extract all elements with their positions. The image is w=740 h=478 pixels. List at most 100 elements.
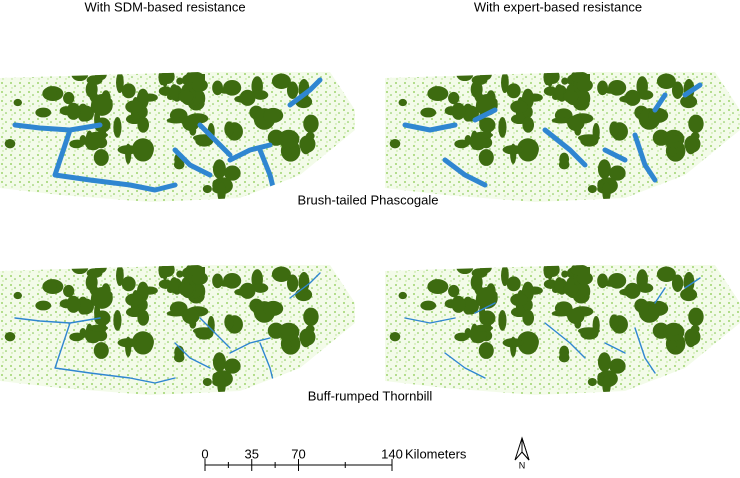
- habitat-patch: [303, 307, 319, 327]
- habitat-patch: [239, 282, 256, 299]
- map-panels: [0, 72, 740, 395]
- habitat-patch: [218, 280, 232, 287]
- corridor: [402, 82, 703, 188]
- habitat-patch: [182, 308, 200, 324]
- habitat-patch: [451, 102, 466, 120]
- habitat-patch: [86, 268, 103, 278]
- habitat-patch: [656, 266, 676, 283]
- row-label: Brush-tailed Phascogale: [298, 192, 439, 207]
- habitat-patch: [117, 338, 139, 348]
- habitat-patch: [252, 90, 269, 100]
- habitat-patch: [502, 338, 524, 348]
- map-panel: [0, 72, 355, 202]
- habitat-patch: [567, 115, 585, 131]
- habitat-patch: [603, 280, 617, 287]
- habitat-patch: [478, 149, 494, 166]
- habitat-patch: [624, 282, 641, 299]
- habitat-patch: [271, 73, 291, 90]
- habitat-patch: [305, 325, 315, 333]
- habitat-patch: [66, 102, 81, 120]
- habitat-patch: [462, 298, 479, 315]
- habitat-patch: [178, 90, 194, 103]
- north-arrow: N: [514, 436, 530, 470]
- habitat-patch: [667, 147, 677, 157]
- habitat-patch: [132, 331, 154, 353]
- habitat-patch: [282, 340, 292, 350]
- habitat-patch: [561, 270, 569, 278]
- habitat-patch: [63, 91, 75, 105]
- north-label: N: [519, 460, 526, 470]
- habitat-patch: [166, 310, 186, 317]
- habitat-patch: [280, 134, 297, 143]
- habitat-patch: [389, 138, 401, 149]
- habitat-patch: [239, 89, 256, 106]
- habitat-patch: [597, 159, 611, 179]
- habitat-patch: [502, 145, 524, 155]
- habitat-patch: [300, 137, 312, 155]
- habitat-patch: [543, 279, 558, 289]
- habitat-patch: [471, 75, 488, 85]
- habitat-patch: [637, 90, 654, 100]
- habitat-patch: [602, 181, 611, 202]
- habitat-patch: [478, 342, 494, 359]
- habitat-patch: [498, 310, 507, 331]
- habitat-patch: [158, 279, 173, 289]
- habitat-patch: [448, 91, 460, 105]
- corridor: [404, 277, 701, 379]
- habitat-patch: [501, 265, 509, 286]
- habitat-patch: [559, 152, 570, 166]
- habitat-patch: [680, 95, 698, 109]
- habitat-patch: [597, 372, 604, 381]
- habitat-patch: [688, 307, 704, 327]
- habitat-patch: [563, 283, 579, 296]
- habitat-patch: [202, 377, 212, 387]
- habitat-patch: [86, 75, 103, 85]
- habitat-patch: [547, 265, 554, 281]
- habitat-patch: [44, 86, 57, 100]
- habitat-patch: [77, 298, 94, 315]
- habitat-patch: [87, 324, 108, 332]
- map-clip: [385, 265, 740, 395]
- scale-label: 0: [201, 446, 208, 461]
- habitat-patch: [624, 89, 641, 106]
- habitat-patch: [298, 271, 310, 293]
- habitat-patch: [263, 107, 284, 123]
- habitat-patch: [671, 274, 684, 292]
- habitat-patch: [166, 117, 186, 124]
- habitat-patch: [44, 279, 57, 293]
- habitat-patch: [563, 90, 579, 103]
- habitat-patch: [510, 293, 528, 307]
- map-clip: [0, 72, 355, 202]
- habitat-patch: [577, 327, 600, 335]
- habitat-patch: [448, 284, 460, 298]
- corridor: [14, 272, 321, 389]
- habitat-patch: [282, 147, 292, 157]
- habitat-patch: [429, 86, 442, 100]
- habitat-patch: [212, 372, 219, 381]
- habitat-patch: [602, 374, 611, 395]
- column-title: With expert-based resistance: [474, 0, 642, 14]
- scale-label: 35: [245, 446, 259, 461]
- habitat-patch: [665, 327, 682, 336]
- habitat-patch: [688, 114, 704, 134]
- habitat-patch: [543, 86, 558, 96]
- map-panel: [385, 72, 740, 202]
- habitat-patch: [117, 145, 139, 155]
- habitat-patch: [71, 265, 89, 275]
- habitat-patch: [577, 134, 600, 142]
- habitat-patch: [286, 81, 299, 99]
- habitat-patch: [389, 331, 401, 342]
- habitat-patch: [472, 324, 493, 332]
- habitat-patch: [597, 179, 604, 188]
- habitat-patch: [665, 134, 682, 143]
- habitat-patch: [680, 288, 698, 302]
- habitat-patch: [522, 309, 535, 326]
- habitat-patch: [137, 309, 150, 326]
- habitat-patch: [300, 330, 312, 348]
- habitat-patch: [690, 132, 700, 140]
- habitat-patch: [169, 84, 179, 101]
- habitat-patch: [224, 314, 234, 330]
- habitat-patch: [116, 72, 124, 93]
- habitat-patch: [121, 276, 136, 292]
- habitat-patch: [162, 72, 169, 88]
